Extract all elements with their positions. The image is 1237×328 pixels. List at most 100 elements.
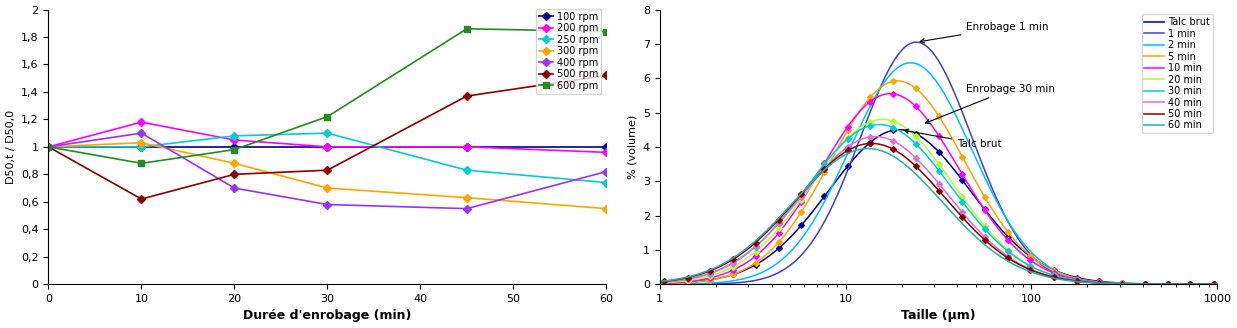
500 rpm	[459, 94, 474, 98]
X-axis label: Taille (μm): Taille (μm)	[902, 309, 976, 322]
250 rpm	[226, 134, 241, 138]
Line: 50 min: 50 min	[659, 143, 1217, 284]
60 min	[751, 236, 766, 240]
Talc brut	[1025, 256, 1040, 260]
20 min	[652, 281, 667, 285]
50 min	[795, 190, 810, 194]
1 min	[909, 40, 924, 44]
2 min	[982, 185, 997, 189]
1 min	[904, 41, 919, 45]
400 rpm	[599, 170, 614, 174]
Line: 10 min: 10 min	[659, 94, 1217, 284]
300 rpm	[320, 186, 335, 190]
40 min	[905, 153, 920, 157]
60 min	[795, 190, 810, 194]
200 rpm	[599, 150, 614, 154]
20 min	[905, 132, 920, 136]
400 rpm	[41, 145, 56, 149]
20 min	[982, 229, 997, 233]
2 min	[903, 61, 918, 65]
Line: 300 rpm: 300 rpm	[46, 140, 609, 212]
200 rpm	[134, 120, 148, 124]
Talc brut	[795, 221, 810, 225]
100 rpm	[320, 145, 335, 149]
250 rpm	[134, 145, 148, 149]
10 min	[795, 197, 810, 201]
5 min	[905, 84, 920, 88]
40 min	[1074, 279, 1089, 283]
Legend: Talc brut, 1 min, 2 min, 5 min, 10 min, 20 min, 30 min, 40 min, 50 min, 60 min: Talc brut, 1 min, 2 min, 5 min, 10 min, …	[1142, 14, 1212, 133]
60 min	[861, 147, 876, 151]
2 min	[1074, 277, 1089, 281]
Talc brut	[652, 282, 667, 286]
50 min	[1210, 282, 1225, 286]
Talc brut	[892, 128, 907, 132]
500 rpm	[226, 172, 241, 176]
50 min	[982, 242, 997, 246]
600 rpm	[599, 30, 614, 33]
100 rpm	[226, 145, 241, 149]
40 min	[1025, 268, 1040, 272]
500 rpm	[599, 73, 614, 77]
40 min	[1210, 282, 1225, 286]
Line: 30 min: 30 min	[659, 125, 1217, 284]
600 rpm	[459, 27, 474, 31]
Y-axis label: D50,t / D50,0: D50,t / D50,0	[5, 110, 16, 184]
50 min	[905, 162, 920, 166]
30 min	[652, 280, 667, 284]
5 min	[982, 203, 997, 207]
10 min	[1025, 260, 1040, 264]
30 min	[1025, 265, 1040, 269]
Talc brut	[751, 261, 766, 265]
100 rpm	[41, 145, 56, 149]
60 min	[1025, 271, 1040, 275]
2 min	[652, 282, 667, 286]
60 min	[1210, 282, 1225, 286]
Line: 500 rpm: 500 rpm	[46, 73, 609, 202]
200 rpm	[459, 145, 474, 149]
60 min	[652, 279, 667, 283]
300 rpm	[599, 207, 614, 211]
1 min	[1210, 282, 1225, 286]
30 min	[1074, 279, 1089, 283]
Line: 5 min: 5 min	[659, 81, 1217, 284]
20 min	[876, 117, 891, 121]
5 min	[1074, 277, 1089, 281]
50 min	[865, 141, 880, 145]
600 rpm	[226, 148, 241, 152]
600 rpm	[320, 115, 335, 119]
40 min	[751, 242, 766, 246]
600 rpm	[134, 161, 148, 165]
5 min	[1210, 282, 1225, 286]
300 rpm	[226, 161, 241, 165]
Line: 20 min: 20 min	[659, 119, 1217, 284]
Talc brut	[1210, 282, 1225, 286]
1 min	[1074, 279, 1089, 283]
500 rpm	[134, 197, 148, 201]
100 rpm	[134, 145, 148, 149]
200 rpm	[226, 138, 241, 142]
250 rpm	[41, 145, 56, 149]
2 min	[1210, 282, 1225, 286]
Line: 100 rpm: 100 rpm	[46, 144, 609, 150]
10 min	[905, 102, 920, 106]
30 min	[905, 139, 920, 143]
30 min	[872, 123, 887, 127]
2 min	[905, 61, 920, 65]
10 min	[1074, 278, 1089, 282]
60 min	[905, 169, 920, 173]
300 rpm	[459, 196, 474, 200]
100 rpm	[599, 145, 614, 149]
200 rpm	[320, 145, 335, 149]
10 min	[652, 281, 667, 285]
1 min	[982, 179, 997, 183]
Talc brut	[982, 213, 997, 217]
400 rpm	[320, 203, 335, 207]
10 min	[1210, 282, 1225, 286]
1 min	[1025, 255, 1040, 259]
2 min	[751, 272, 766, 276]
2 min	[795, 235, 810, 238]
Line: Talc brut: Talc brut	[659, 130, 1217, 284]
Line: 2 min: 2 min	[659, 63, 1217, 284]
10 min	[751, 252, 766, 256]
